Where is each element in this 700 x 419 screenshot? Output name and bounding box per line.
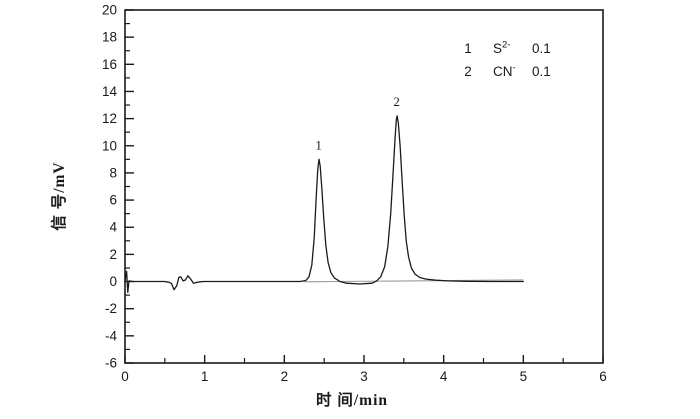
y-axis-title: 信 号/mV (49, 161, 68, 230)
y-tick-label: -2 (105, 301, 117, 316)
x-tick-label: 3 (360, 369, 368, 384)
chromatogram-trace (124, 115, 524, 294)
x-axis-title: 时 间/min (316, 390, 388, 409)
x-tick-label: 2 (281, 369, 289, 384)
legend-concentration: 0.1 (532, 41, 551, 56)
x-tick-label: 5 (520, 369, 528, 384)
x-tick-label: 4 (440, 369, 448, 384)
y-tick-label: 18 (102, 30, 117, 45)
legend-peak-index: 1 (464, 41, 472, 56)
x-tick-label: 0 (121, 369, 129, 384)
legend-species: S2- (493, 40, 510, 57)
y-tick-label: 0 (109, 274, 117, 289)
y-tick-label: 20 (102, 3, 117, 18)
x-tick-label: 6 (599, 369, 607, 384)
legend-species: CN- (493, 63, 516, 80)
y-tick-label: 10 (102, 138, 117, 153)
peak-label-2: 2 (393, 94, 400, 109)
y-tick-label: 14 (102, 84, 118, 99)
y-tick-label: 16 (102, 57, 117, 72)
y-tick-label: -6 (105, 356, 117, 371)
y-tick-label: -4 (105, 328, 117, 343)
y-tick-label: 12 (102, 111, 117, 126)
y-tick-label: 2 (109, 247, 117, 262)
y-tick-label: 4 (109, 220, 117, 235)
legend-peak-index: 2 (464, 64, 472, 79)
plot-frame (124, 9, 604, 364)
x-tick-label: 1 (201, 369, 209, 384)
y-tick-label: 6 (109, 193, 117, 208)
legend-concentration: 0.1 (532, 64, 551, 79)
peak-label-1: 1 (315, 137, 322, 152)
y-tick-label: 8 (109, 165, 117, 180)
